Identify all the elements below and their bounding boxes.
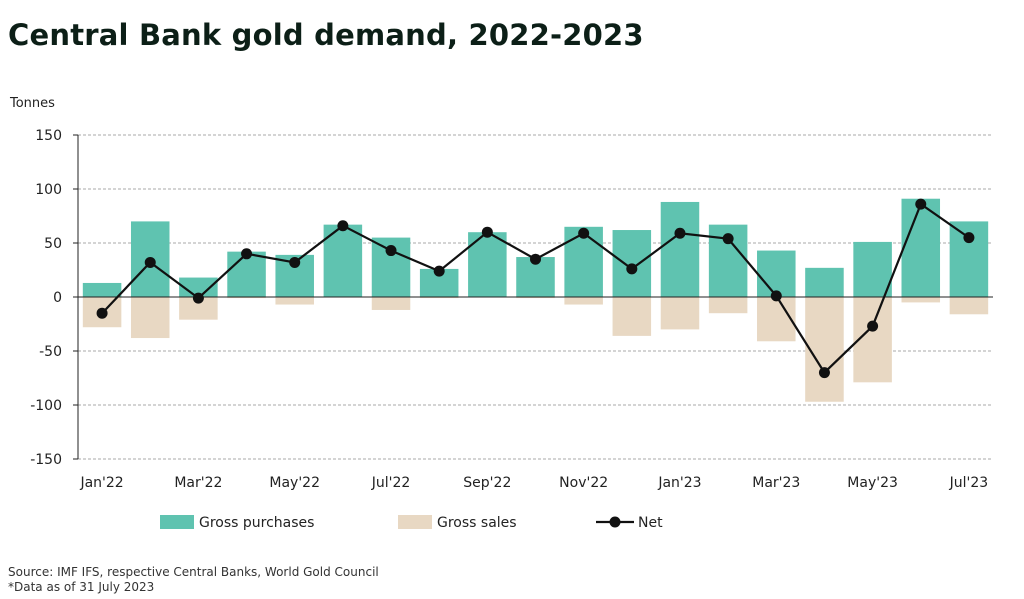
- sales-bar: [901, 297, 941, 303]
- net-point: [241, 248, 253, 260]
- legend-label-purchases: Gross purchases: [199, 515, 314, 531]
- net-point: [289, 256, 301, 268]
- net-point: [192, 292, 204, 304]
- legend-swatch-sales: [398, 515, 432, 529]
- x-tick-label: Sep'22: [463, 475, 511, 491]
- net-point: [96, 307, 108, 319]
- y-tick-label: -100: [30, 398, 62, 414]
- y-tick-label: 0: [53, 290, 62, 306]
- net-point: [385, 245, 397, 257]
- sales-bar: [275, 297, 314, 305]
- y-tick-label: 150: [35, 128, 62, 144]
- y-tick-label: 50: [44, 236, 62, 252]
- sales-bar: [179, 297, 218, 320]
- net-point: [722, 233, 734, 245]
- x-tick-label: Jul'23: [949, 475, 989, 491]
- purchase-bar: [901, 198, 941, 297]
- sales-bar: [612, 297, 652, 336]
- net-point: [674, 227, 686, 239]
- net-point: [337, 220, 349, 232]
- chart-title: Central Bank gold demand, 2022-2023: [8, 18, 644, 52]
- net-point: [144, 256, 156, 268]
- y-tick-label: 100: [35, 182, 62, 198]
- x-tick-label: Jul'22: [371, 475, 411, 491]
- net-point: [963, 232, 975, 244]
- net-point: [433, 265, 445, 277]
- net-point: [867, 320, 879, 332]
- net-point: [530, 253, 541, 265]
- source-line: Source: IMF IFS, respective Central Bank…: [8, 565, 379, 579]
- sales-bar: [660, 297, 700, 330]
- sales-bar: [130, 297, 170, 339]
- sales-bar: [564, 297, 603, 305]
- sales-bar: [516, 297, 555, 299]
- source-note: Source: IMF IFS, respective Central Bank…: [8, 565, 379, 595]
- sales-bar: [805, 297, 844, 402]
- chart: Tonnes 150 100 50 0 -50 -100 -150 Jan'22 Mar'22 Ma…: [9, 96, 993, 531]
- x-tick-label: Mar'22: [174, 475, 222, 491]
- sales-bar: [227, 297, 266, 299]
- net-point: [770, 290, 782, 302]
- sales-bar: [419, 297, 459, 299]
- sales-bar: [949, 297, 989, 315]
- x-tick-label: Nov'22: [559, 475, 608, 491]
- x-tick-label: Mar'23: [752, 475, 800, 491]
- net-point: [481, 226, 493, 238]
- legend-marker-net: [609, 516, 621, 528]
- x-tick-label: Jan'22: [79, 475, 123, 491]
- purchase-bar: [805, 267, 844, 297]
- y-tick-label: -50: [39, 344, 62, 360]
- legend-label-net: Net: [638, 515, 663, 531]
- x-tick-label: Jan'23: [657, 475, 701, 491]
- legend-label-sales: Gross sales: [437, 515, 517, 531]
- x-tick-label: May'23: [847, 475, 898, 491]
- legend-swatch-purchases: [160, 515, 194, 529]
- net-point: [578, 227, 590, 239]
- purchase-bar: [757, 250, 796, 297]
- y-tick-label: -150: [30, 452, 62, 468]
- purchase-bar: [660, 201, 700, 297]
- sales-bar: [371, 297, 411, 310]
- net-point: [626, 263, 638, 275]
- x-tick-label: May'22: [269, 475, 320, 491]
- purchase-bar: [853, 241, 892, 297]
- y-axis-label: Tonnes: [9, 96, 55, 111]
- sales-bar: [708, 297, 748, 314]
- net-point: [915, 198, 927, 210]
- sales-bar: [757, 297, 796, 342]
- purchase-bar: [82, 282, 122, 297]
- net-point: [818, 367, 830, 379]
- data-date-note: *Data as of 31 July 2023: [8, 580, 155, 594]
